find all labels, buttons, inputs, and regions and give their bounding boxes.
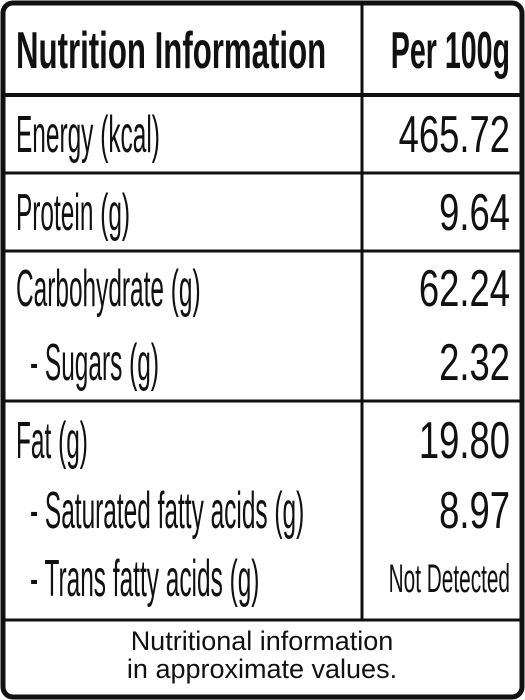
row-value: 8.97: [439, 480, 510, 539]
row-label: Fat (g): [16, 411, 88, 470]
row-value: 62.24: [419, 258, 510, 317]
row-value: 2.32: [439, 332, 510, 391]
row-value: 19.80: [419, 410, 510, 469]
row-label: Carbohydrate (g): [16, 259, 201, 318]
row-label: - Trans fatty acids (g): [30, 549, 259, 608]
footer-note: in approximate values.: [127, 654, 397, 684]
row-value: Not Detected: [389, 556, 510, 601]
row-label: Energy (kcal): [16, 105, 160, 164]
row-value: 9.64: [439, 182, 510, 241]
row-label: Protein (g): [16, 183, 130, 242]
header-value: Per 100g: [391, 21, 510, 79]
footer-note: Nutritional information: [131, 626, 394, 656]
header-label: Nutrition Information: [16, 22, 326, 80]
row-label: - Saturated fatty acids (g): [30, 481, 304, 540]
row-value: 465.72: [399, 104, 510, 163]
row-label: - Sugars (g): [30, 333, 159, 392]
